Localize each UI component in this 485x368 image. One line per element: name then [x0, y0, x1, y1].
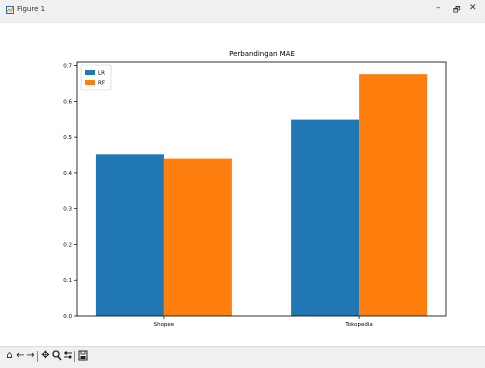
y-tick-label: 0.2 — [63, 242, 72, 248]
legend-swatch-rf — [85, 80, 95, 85]
y-tick-label: 0.5 — [63, 135, 72, 141]
floppy-glyph — [78, 350, 87, 361]
x-axis: Shopee Tokopedia — [154, 316, 373, 328]
x-tick-label-shopee: Shopee — [154, 322, 175, 328]
y-tick-label: 0.7 — [63, 64, 72, 70]
magnifier-glyph — [51, 350, 62, 361]
bar-lr-tokopedia — [291, 119, 360, 316]
chart-title: Perbandingan MAE — [229, 50, 295, 58]
minimize-button[interactable]: – — [436, 3, 441, 13]
app-icon — [6, 6, 14, 14]
save-icon[interactable] — [77, 350, 88, 362]
plot-frame — [76, 61, 447, 317]
bar-lr-shopee — [95, 154, 164, 316]
bars-group — [95, 74, 428, 316]
y-tick-label: 0.0 — [63, 314, 72, 320]
legend-swatch-lr — [85, 70, 95, 75]
y-axis: 0.0 0.1 0.2 0.3 0.4 0.5 0.6 0.7 — [63, 64, 77, 320]
maximize-button[interactable]: 🗗 — [453, 5, 461, 14]
bar-chart: Perbandingan MAE 0.00.10.20.30.40.50.60.… — [63, 50, 447, 328]
y-tick-label: 0.3 — [63, 207, 72, 213]
sliders-glyph — [63, 351, 72, 359]
forward-icon[interactable]: → — [26, 350, 35, 361]
zoom-icon[interactable] — [51, 350, 62, 362]
pan-icon[interactable]: ✥ — [41, 350, 50, 361]
navigation-toolbar: ⌂ ← → ✥ — [0, 346, 485, 368]
window-title: Figure 1 — [17, 5, 46, 13]
toolbar-separator — [74, 351, 75, 362]
legend-label-rf: RF — [98, 81, 105, 87]
configure-subplots-icon[interactable] — [62, 350, 73, 362]
y-tick-label: 0.4 — [63, 171, 72, 177]
legend: LR RF — [80, 64, 112, 91]
back-icon[interactable]: ← — [16, 350, 25, 361]
legend-box — [80, 64, 112, 91]
window-titlebar: Figure 1 – 🗗 ✕ — [0, 0, 485, 23]
home-icon[interactable]: ⌂ — [6, 350, 13, 361]
toolbar-separator — [37, 351, 38, 362]
figure-canvas: Perbandingan MAE 0.0 0.1 0.2 0.3 0.4 0.5 0.6 0.… — [0, 23, 485, 345]
legend-label-lr: LR — [98, 71, 105, 77]
close-button[interactable]: ✕ — [469, 3, 477, 13]
x-tick-label-tokopedia: Tokopedia — [344, 322, 372, 328]
y-tick-label: 0.1 — [63, 278, 72, 284]
y-tick-label: 0.6 — [63, 99, 72, 105]
bar-rf-tokopedia — [359, 74, 428, 316]
bar-rf-shopee — [163, 158, 232, 316]
